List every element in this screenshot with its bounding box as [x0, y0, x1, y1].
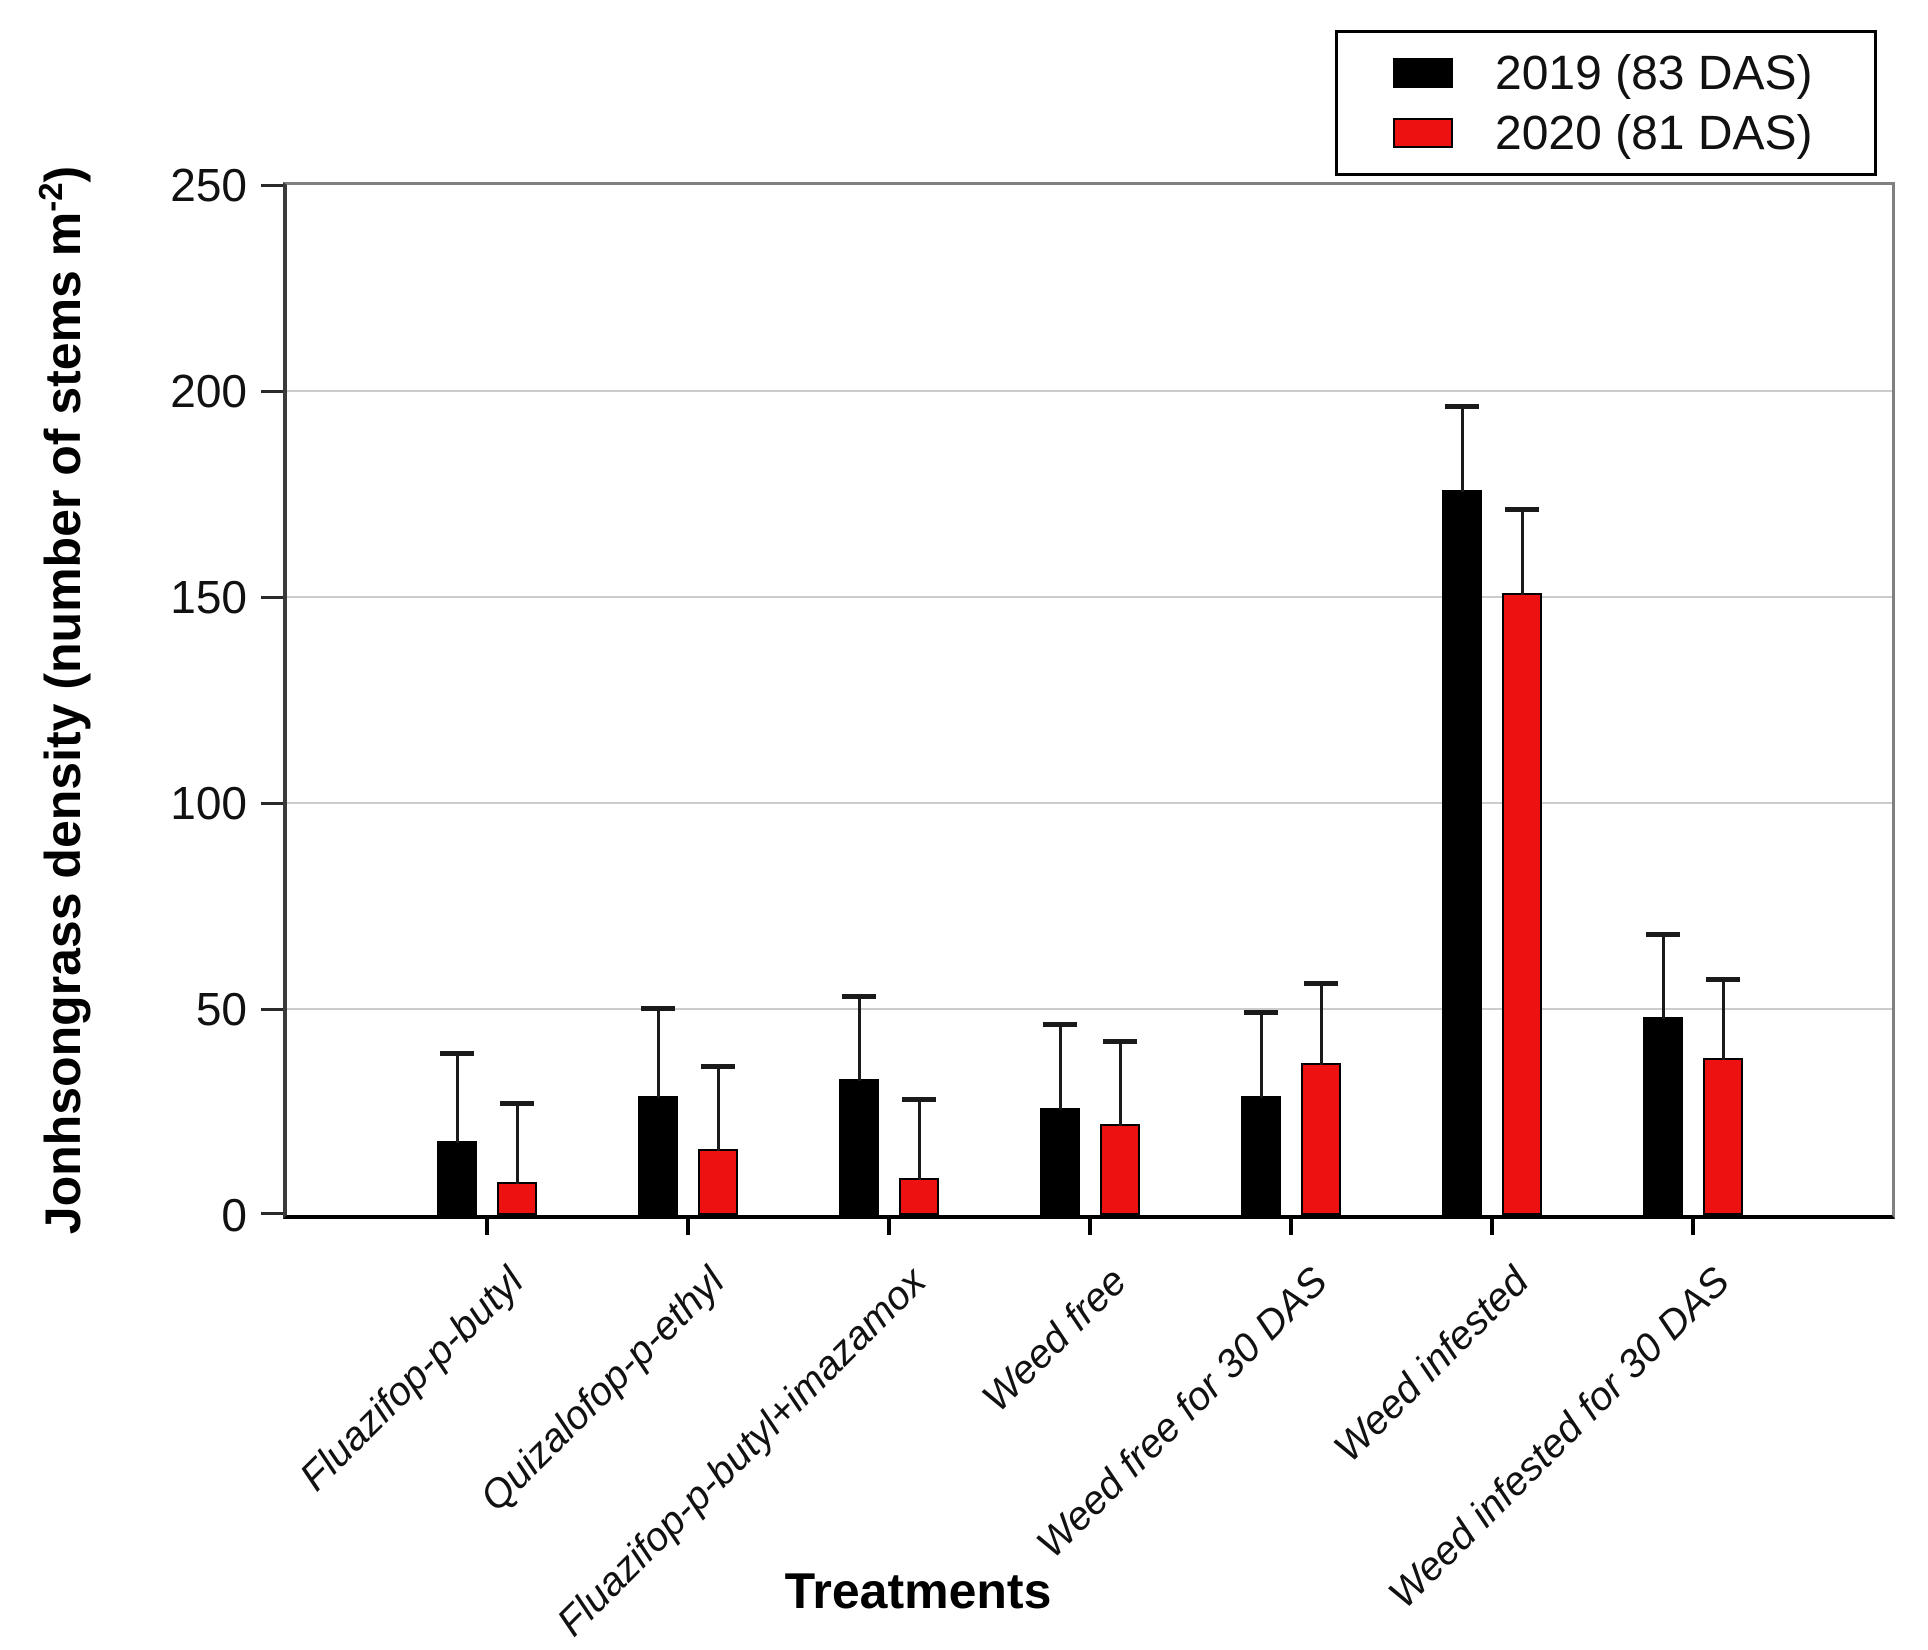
error-bar-cap: [1445, 404, 1479, 410]
gridline: [287, 1008, 1892, 1010]
plot-area: 0 50 100 150 200 250 Fluazifop-p-butyl Quizalof…: [170, 159, 1895, 1645]
y-axis-tick: [261, 1008, 283, 1011]
bar: [1100, 1124, 1140, 1215]
y-axis-tick: [261, 184, 283, 187]
gridline: [287, 390, 1892, 392]
error-bar-line: [1259, 1013, 1263, 1098]
x-axis-tick: [485, 1219, 489, 1235]
error-bar-line: [716, 1066, 720, 1152]
error-bar-line: [1721, 980, 1725, 1061]
error-bar-line: [656, 1009, 660, 1098]
bar: [1301, 1062, 1341, 1215]
error-bar-line: [1460, 407, 1464, 492]
legend-item: 2020 (81 DAS): [1393, 106, 1874, 160]
y-axis-title-text: Jonhsongrass density (number of stems m: [34, 211, 91, 1235]
y-tick-label: 100: [170, 777, 247, 829]
error-bar-cap: [1244, 1010, 1278, 1016]
legend-label: 2020 (81 DAS): [1495, 106, 1813, 160]
x-axis-tick: [1289, 1219, 1293, 1235]
error-bar-cap: [1505, 507, 1539, 513]
bar: [1442, 489, 1482, 1215]
x-axis-title: Treatments: [784, 1563, 1052, 1619]
error-bar-cap: [1043, 1022, 1077, 1028]
legend-item: 2019 (83 DAS): [1393, 46, 1874, 100]
x-axis-tick: [887, 1219, 891, 1235]
error-bar-cap: [1304, 981, 1338, 987]
error-bar-line: [515, 1103, 519, 1185]
x-axis-tick: [1088, 1219, 1092, 1235]
y-tick-label: 250: [170, 159, 247, 211]
legend-swatch: [1393, 118, 1453, 148]
bar: [1502, 592, 1542, 1215]
y-tick-label: 0: [221, 1189, 247, 1241]
error-bar-cap: [1706, 977, 1740, 983]
y-axis-tick: [261, 596, 283, 599]
error-bar-line: [917, 1099, 921, 1180]
legend-swatch: [1393, 58, 1453, 88]
bar: [497, 1182, 537, 1215]
y-axis-title-superscript: -2: [32, 182, 70, 212]
bar: [1241, 1095, 1281, 1215]
x-tick-label: Weed infested: [1325, 1259, 1538, 1471]
y-axis-tick: [261, 1212, 283, 1215]
error-bar-cap: [842, 993, 876, 999]
y-tick-label: 50: [195, 983, 247, 1035]
error-bar-cap: [440, 1051, 474, 1057]
bar: [839, 1079, 879, 1215]
error-bar-line: [1118, 1041, 1122, 1127]
x-tick-label: Weed infested for 30 DAS: [1380, 1259, 1739, 1617]
error-bar-cap: [1103, 1038, 1137, 1044]
y-tick-label: 150: [170, 571, 247, 623]
bar: [1040, 1107, 1080, 1215]
error-bar-line: [1520, 510, 1524, 595]
x-axis-tick: [686, 1219, 690, 1235]
error-bar-line: [1319, 984, 1323, 1065]
error-bar-cap: [500, 1100, 534, 1106]
error-bar-cap: [701, 1063, 735, 1069]
x-axis-tick: [1691, 1219, 1695, 1235]
y-axis-title-close: ): [34, 165, 91, 183]
error-bar-line: [455, 1054, 459, 1143]
error-bar-line: [857, 996, 861, 1082]
gridline: [287, 802, 1892, 804]
bar: [899, 1177, 939, 1215]
x-axis-tick: [1490, 1219, 1494, 1235]
error-bar-line: [1661, 934, 1665, 1020]
bar: [698, 1149, 738, 1215]
bar: [437, 1140, 477, 1215]
legend-label: 2019 (83 DAS): [1495, 46, 1813, 100]
y-axis-tick: [261, 802, 283, 805]
y-axis-title: Jonhsongrass density (number of stems m-…: [32, 166, 92, 1234]
y-axis-tick: [261, 390, 283, 393]
legend: 2019 (83 DAS) 2020 (81 DAS): [1335, 30, 1877, 176]
gridline: [287, 596, 1892, 598]
bar: [638, 1095, 678, 1215]
error-bar-line: [1058, 1025, 1062, 1110]
error-bar-cap: [1646, 931, 1680, 937]
y-tick-label: 200: [170, 365, 247, 417]
x-tick-label: Weed free: [974, 1259, 1136, 1421]
error-bar-cap: [641, 1006, 675, 1011]
error-bar-cap: [902, 1096, 936, 1102]
bar: [1703, 1058, 1743, 1215]
bar: [1643, 1017, 1683, 1215]
